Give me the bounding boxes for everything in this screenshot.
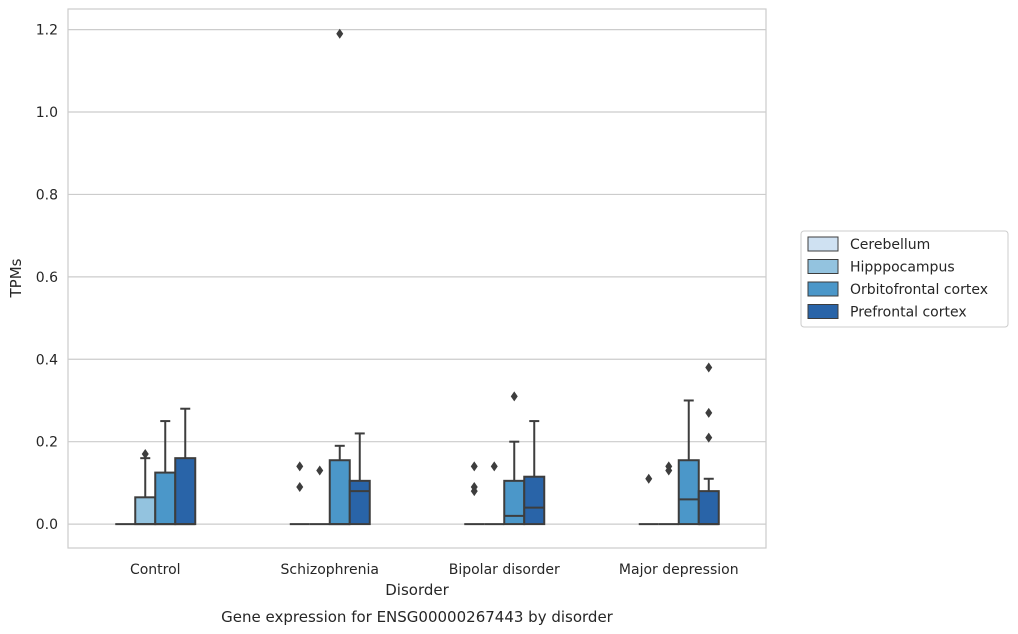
y-tick-label: 1.2	[36, 23, 58, 39]
x-tick-label: Control	[130, 562, 181, 578]
box-body	[523, 475, 546, 526]
legend-label: Orbitofrontal cortex	[850, 282, 988, 298]
legend-frame	[800, 230, 1009, 328]
y-tick-label: 1.0	[36, 105, 58, 121]
box-body	[697, 490, 720, 526]
box-series	[115, 28, 720, 526]
outlier-point	[296, 482, 304, 493]
box	[658, 461, 679, 526]
legend-label: Hipppocampus	[850, 260, 955, 276]
x-tick-label: Schizophrenia	[281, 562, 379, 578]
outlier-point	[141, 449, 149, 460]
legend-swatch	[807, 281, 839, 297]
y-tick-label: 0.6	[36, 270, 58, 286]
box-body	[174, 457, 197, 526]
box-body	[348, 479, 371, 526]
box	[523, 420, 546, 526]
box-body	[328, 459, 351, 526]
outlier-point	[470, 461, 478, 472]
plot-area	[67, 8, 767, 549]
box	[697, 362, 720, 526]
box	[638, 473, 659, 526]
box	[289, 461, 310, 526]
x-tick-label: Bipolar disorder	[449, 562, 560, 578]
outlier-point	[316, 465, 324, 476]
legend-label: Prefrontal cortex	[850, 305, 967, 321]
x-tick-label: Major depression	[619, 562, 739, 578]
box-body	[154, 471, 177, 526]
outlier-point	[705, 407, 713, 418]
y-tick-label: 0.4	[36, 352, 58, 368]
chart-caption: Gene expression for ENSG00000267443 by d…	[221, 608, 614, 626]
box	[484, 461, 505, 526]
outlier-point	[510, 391, 518, 402]
y-axis-title: TPMs	[7, 258, 25, 298]
outlier-point	[705, 432, 713, 443]
legend-label: Cerebellum	[850, 237, 930, 253]
legend-swatch	[807, 304, 839, 319]
legend-swatch	[807, 236, 839, 252]
box	[464, 461, 485, 526]
outlier-point	[296, 461, 304, 472]
y-tick-label: 0.2	[36, 435, 58, 451]
outlier-point	[336, 28, 344, 39]
outlier-point	[490, 461, 498, 472]
outlier-point	[705, 362, 713, 373]
outlier-point	[645, 473, 653, 484]
y-tick-label: 0.8	[36, 187, 58, 203]
box	[309, 465, 330, 526]
legend-swatch	[807, 259, 839, 274]
box-body	[677, 459, 700, 526]
box	[134, 449, 157, 526]
box-body	[503, 479, 526, 526]
y-tick-label: 0.0	[36, 517, 58, 533]
outlier-point	[665, 461, 673, 472]
box	[154, 420, 177, 526]
box-body	[134, 496, 157, 526]
y-tick-labels: 0.0 0.2 0.4 0.6 0.8 1.0 1.2	[36, 23, 58, 533]
box	[174, 407, 197, 526]
x-tick-labels: Control Schizophrenia Bipolar disorder Majo…	[130, 562, 739, 578]
x-axis-title: Disorder	[385, 581, 449, 599]
outlier-point	[470, 482, 478, 493]
legend: Cerebellum Hipppocampus Orbitofrontal cort…	[800, 230, 1009, 328]
box	[348, 432, 371, 526]
